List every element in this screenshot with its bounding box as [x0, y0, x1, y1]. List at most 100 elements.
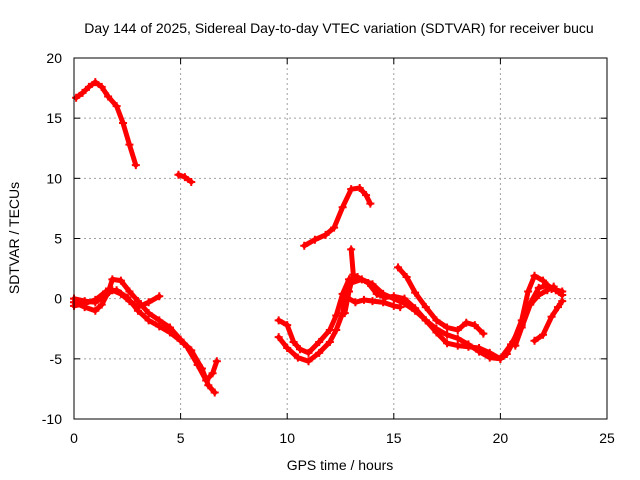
data-point [340, 309, 349, 318]
data-point [351, 298, 360, 307]
series-s2 [174, 170, 196, 186]
data-point [304, 357, 313, 366]
data-point [144, 316, 153, 325]
data-point [289, 337, 298, 346]
data-point [470, 321, 479, 330]
data-point [443, 330, 452, 339]
data-point [155, 322, 164, 331]
data-point [524, 287, 533, 296]
data-point [342, 293, 351, 302]
data-point [165, 328, 174, 337]
data-point [91, 306, 100, 315]
series-line [276, 273, 565, 364]
data-point [421, 316, 430, 325]
data-point [119, 118, 128, 127]
data-point [97, 300, 106, 309]
data-point [443, 323, 452, 332]
data-point [345, 287, 354, 296]
data-point [101, 287, 110, 296]
data-point [274, 333, 283, 342]
data-point [379, 298, 388, 307]
series-s12 [511, 282, 558, 350]
data-point [325, 325, 334, 334]
data-point [315, 337, 324, 346]
data-point [389, 301, 398, 310]
data-point [293, 353, 302, 362]
data-point [549, 282, 558, 291]
data-point [464, 342, 473, 351]
data-point [338, 203, 347, 212]
data-point [539, 330, 548, 339]
series-s1 [72, 78, 140, 170]
y-tick-label: 5 [54, 231, 62, 247]
data-point [349, 270, 358, 279]
data-point [108, 275, 117, 284]
data-point [78, 88, 87, 97]
data-point [72, 93, 81, 102]
data-point [421, 303, 430, 312]
y-axis-label: SDTVAR / TECUs [6, 182, 22, 294]
data-point [539, 276, 548, 285]
data-point [432, 316, 441, 325]
data-point [310, 235, 319, 244]
data-point [347, 245, 356, 254]
x-tick-label: 25 [599, 430, 615, 446]
data-point [300, 241, 309, 250]
data-point [553, 303, 562, 312]
data-point [91, 78, 100, 87]
data-point [91, 295, 100, 304]
data-point [182, 342, 191, 351]
data-point [80, 299, 89, 308]
data-point [364, 279, 373, 288]
data-point [526, 300, 535, 309]
series-s3 [300, 183, 375, 250]
data-point [372, 289, 381, 298]
data-point [125, 140, 134, 149]
data-point [475, 344, 484, 353]
data-point [534, 283, 543, 292]
data-point [366, 199, 375, 208]
data-point [432, 328, 441, 337]
data-point [174, 170, 183, 179]
data-point [180, 173, 189, 182]
x-tick-label: 15 [386, 430, 402, 446]
tick-layer: 0 5 10 15 20 25 -10 -5 0 5 10 15 20 [42, 50, 615, 446]
data-point [479, 329, 488, 338]
data-point [389, 292, 398, 301]
data-point [325, 337, 334, 346]
data-point [295, 345, 304, 354]
data-point [347, 185, 356, 194]
data-point [368, 297, 377, 306]
data-point [443, 339, 452, 348]
data-point [462, 318, 471, 327]
data-point [97, 82, 106, 91]
data-point [362, 191, 371, 200]
data-point [208, 369, 217, 378]
x-axis-label: GPS time / hours [287, 457, 394, 473]
grid-layer [74, 58, 607, 419]
data-point [274, 316, 283, 325]
data-point [517, 323, 526, 332]
series-s11 [394, 263, 488, 338]
data-point [485, 348, 494, 357]
data-point [453, 334, 462, 343]
data-point [534, 291, 543, 300]
data-point [304, 348, 313, 357]
series-line [342, 246, 356, 316]
data-point [204, 381, 213, 390]
data-point [359, 295, 368, 304]
data-point [402, 273, 411, 282]
x-tick-label: 10 [279, 430, 295, 446]
data-point [411, 304, 420, 313]
data-point [202, 376, 211, 385]
data-point [453, 341, 462, 350]
data-point [321, 230, 330, 239]
data-point [338, 289, 347, 298]
x-tick-label: 0 [70, 430, 78, 446]
data-point [144, 309, 153, 318]
data-point [330, 223, 339, 232]
data-point [112, 102, 121, 111]
data-point [125, 287, 134, 296]
